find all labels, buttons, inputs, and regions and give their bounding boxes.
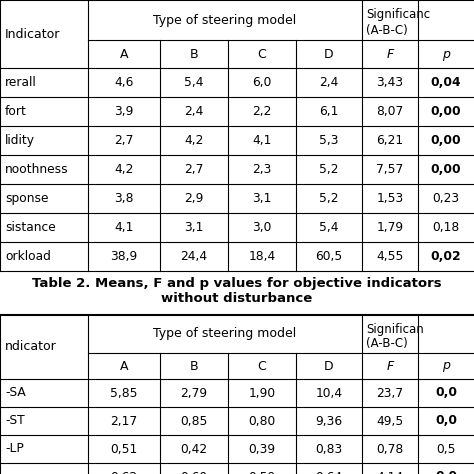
Text: D: D <box>324 47 334 61</box>
Text: 4,2: 4,2 <box>114 163 134 176</box>
Text: 0,0: 0,0 <box>435 471 457 474</box>
Text: 3,9: 3,9 <box>114 105 134 118</box>
Text: 4,1: 4,1 <box>252 134 272 147</box>
Text: 1,90: 1,90 <box>248 386 275 400</box>
Text: 5,3: 5,3 <box>319 134 339 147</box>
Text: p: p <box>442 359 450 373</box>
Text: 24,4: 24,4 <box>181 250 208 263</box>
Text: 4,1: 4,1 <box>114 221 134 234</box>
Text: 3,8: 3,8 <box>114 192 134 205</box>
Text: 2,4: 2,4 <box>319 76 339 89</box>
Text: 0,00: 0,00 <box>431 163 461 176</box>
Text: 2,17: 2,17 <box>110 414 137 428</box>
Text: fort: fort <box>5 105 27 118</box>
Text: -LP: -LP <box>5 443 24 456</box>
Text: 0,59: 0,59 <box>248 471 275 474</box>
Text: 0,83: 0,83 <box>315 443 343 456</box>
Text: 0,00: 0,00 <box>431 134 461 147</box>
Text: 0,04: 0,04 <box>431 76 461 89</box>
Text: noothness: noothness <box>5 163 69 176</box>
Text: 3,1: 3,1 <box>184 221 204 234</box>
Text: 0,64: 0,64 <box>315 471 343 474</box>
Text: C: C <box>258 47 266 61</box>
Text: 5,85: 5,85 <box>110 386 138 400</box>
Text: B: B <box>190 47 198 61</box>
Text: -SA: -SA <box>5 386 26 400</box>
Text: 2,4: 2,4 <box>184 105 204 118</box>
Text: 0,5: 0,5 <box>436 443 456 456</box>
Text: 0,02: 0,02 <box>431 250 461 263</box>
Text: 0,0: 0,0 <box>435 386 457 400</box>
Text: D: D <box>324 359 334 373</box>
Text: Table 2. Means, F and p values for objective indicators: Table 2. Means, F and p values for objec… <box>32 277 442 291</box>
Text: 6,1: 6,1 <box>319 105 339 118</box>
Text: orkload: orkload <box>5 250 51 263</box>
Text: 0,0: 0,0 <box>435 414 457 428</box>
Text: 4,55: 4,55 <box>376 250 404 263</box>
Text: 2,2: 2,2 <box>252 105 272 118</box>
Text: 5,4: 5,4 <box>184 76 204 89</box>
Text: 0,78: 0,78 <box>376 443 404 456</box>
Text: 0,39: 0,39 <box>248 443 275 456</box>
Text: 0,18: 0,18 <box>432 221 460 234</box>
Text: 2,7: 2,7 <box>114 134 134 147</box>
Text: 0,23: 0,23 <box>432 192 460 205</box>
Text: lidity: lidity <box>5 134 35 147</box>
Text: 0,80: 0,80 <box>248 414 275 428</box>
Text: sistance: sistance <box>5 221 56 234</box>
Text: without disturbance: without disturbance <box>161 292 313 306</box>
Text: 5,2: 5,2 <box>319 163 339 176</box>
Text: C: C <box>258 359 266 373</box>
Text: 2,3: 2,3 <box>252 163 272 176</box>
Text: 7,57: 7,57 <box>376 163 404 176</box>
Text: 5,2: 5,2 <box>319 192 339 205</box>
Text: Significanc: Significanc <box>366 8 430 20</box>
Text: A: A <box>120 359 128 373</box>
Text: 2,9: 2,9 <box>184 192 204 205</box>
Text: 4,6: 4,6 <box>114 76 134 89</box>
Text: 5,4: 5,4 <box>319 221 339 234</box>
Text: 0,60: 0,60 <box>181 471 208 474</box>
Text: 8,07: 8,07 <box>376 105 404 118</box>
Text: A: A <box>120 47 128 61</box>
Text: 4,2: 4,2 <box>184 134 204 147</box>
Text: B: B <box>190 359 198 373</box>
Text: 2,79: 2,79 <box>181 386 208 400</box>
Text: Type of steering model: Type of steering model <box>154 328 297 340</box>
Text: 3,1: 3,1 <box>252 192 272 205</box>
Text: 0,00: 0,00 <box>431 105 461 118</box>
Text: 10,4: 10,4 <box>315 386 343 400</box>
Text: ndicator: ndicator <box>5 340 57 354</box>
Text: 2,7: 2,7 <box>184 163 204 176</box>
Text: p: p <box>442 47 450 61</box>
Text: 9,36: 9,36 <box>315 414 343 428</box>
Text: 4,14: 4,14 <box>376 471 403 474</box>
Text: Significan: Significan <box>366 322 424 336</box>
Text: 60,5: 60,5 <box>315 250 343 263</box>
Text: (A-B-C): (A-B-C) <box>366 24 408 36</box>
Text: 0,62: 0,62 <box>110 471 137 474</box>
Text: 38,9: 38,9 <box>110 250 137 263</box>
Text: 6,0: 6,0 <box>252 76 272 89</box>
Text: 6,21: 6,21 <box>376 134 403 147</box>
Text: 1,79: 1,79 <box>376 221 403 234</box>
Text: 23,7: 23,7 <box>376 386 403 400</box>
Text: 49,5: 49,5 <box>376 414 404 428</box>
Text: 1,53: 1,53 <box>376 192 404 205</box>
Text: 0,51: 0,51 <box>110 443 137 456</box>
Text: 3,0: 3,0 <box>252 221 272 234</box>
Text: rerall: rerall <box>5 76 37 89</box>
Text: sponse: sponse <box>5 192 48 205</box>
Text: 0,85: 0,85 <box>180 414 208 428</box>
Text: F: F <box>386 47 393 61</box>
Text: -ST: -ST <box>5 414 25 428</box>
Text: Type of steering model: Type of steering model <box>154 13 297 27</box>
Text: 3,43: 3,43 <box>376 76 403 89</box>
Text: 18,4: 18,4 <box>248 250 275 263</box>
Text: F: F <box>386 359 393 373</box>
Text: 0,42: 0,42 <box>181 443 208 456</box>
Text: Indicator: Indicator <box>5 27 60 40</box>
Text: (A-B-C): (A-B-C) <box>366 337 408 349</box>
